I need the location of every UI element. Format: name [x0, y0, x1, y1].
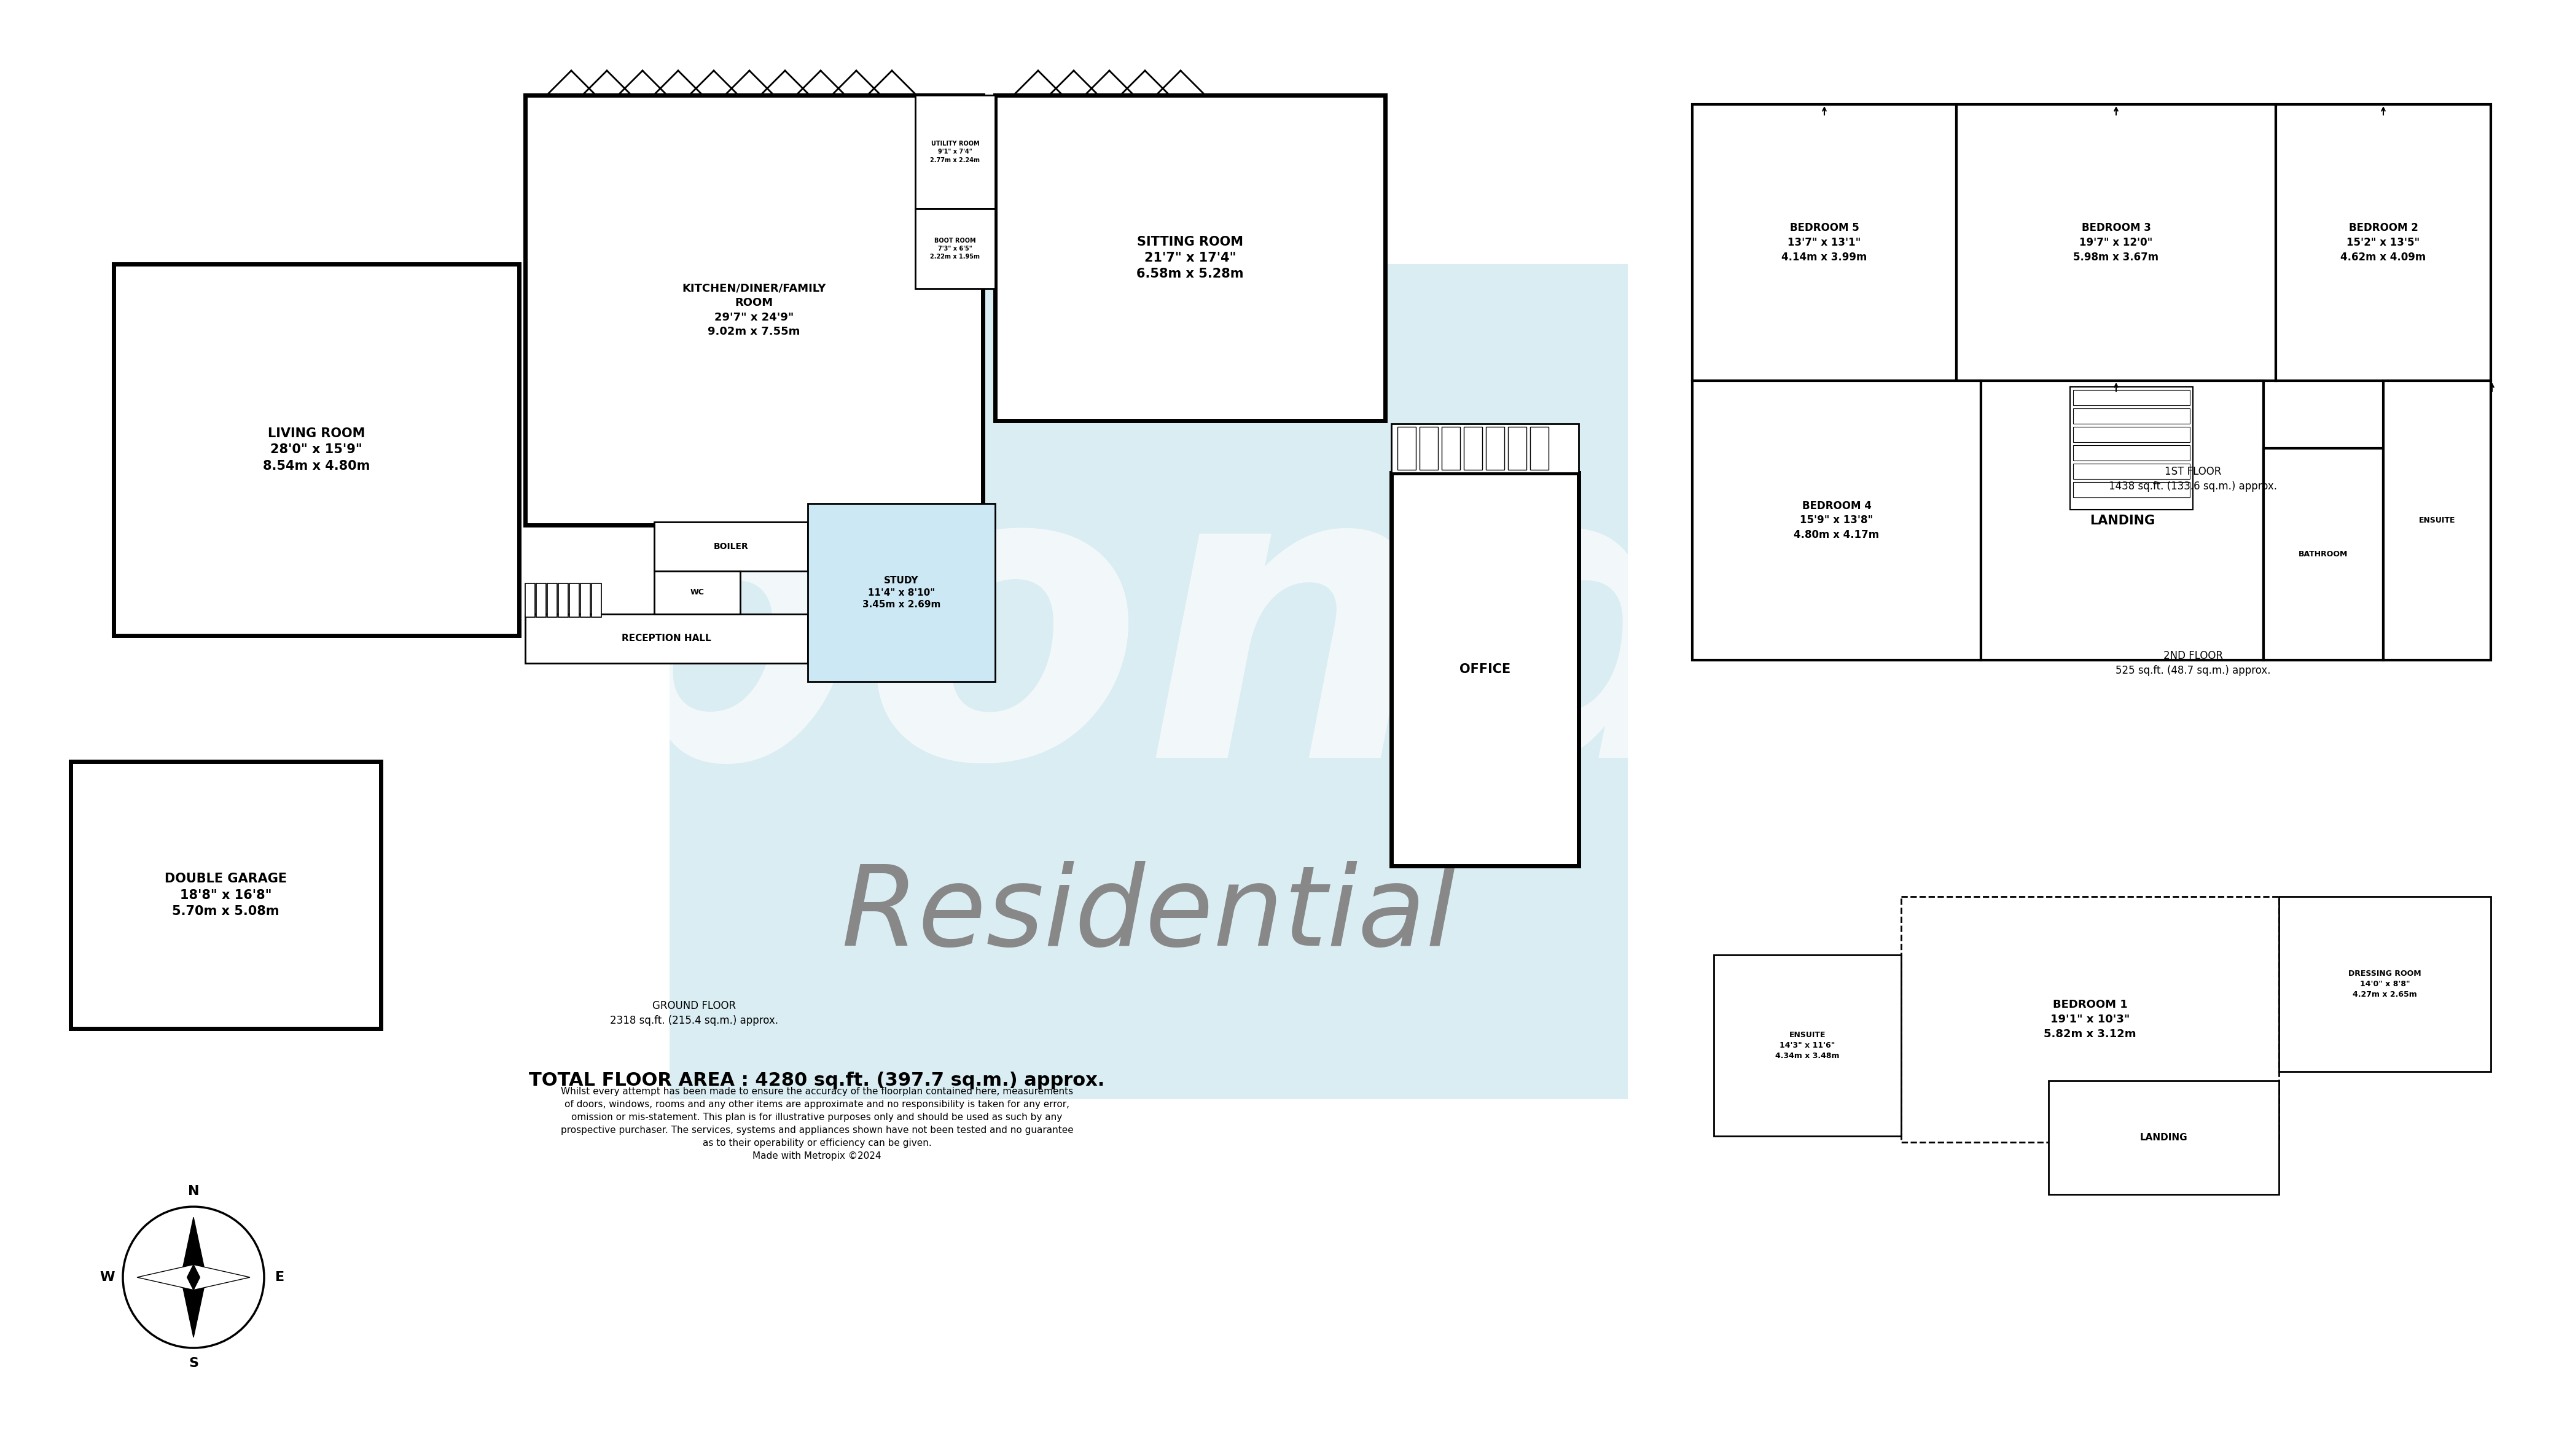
Text: BEDROOM 3
19'7" x 12'0"
5.98m x 3.67m: BEDROOM 3 19'7" x 12'0" 5.98m x 3.67m — [2073, 223, 2160, 262]
Text: BEDROOM 2
15'2" x 13'5"
4.62m x 4.09m: BEDROOM 2 15'2" x 13'5" 4.62m x 4.09m — [2341, 223, 2426, 262]
Text: ENSUITE: ENSUITE — [2418, 517, 2454, 524]
Polygon shape — [182, 1217, 207, 1284]
Text: DOUBLE GARAGE
18'8" x 16'8"
5.70m x 5.08m: DOUBLE GARAGE 18'8" x 16'8" 5.70m x 5.08… — [164, 872, 287, 917]
Bar — [591, 584, 601, 617]
Bar — [525, 614, 809, 664]
Bar — [1691, 105, 1958, 380]
Text: S: S — [189, 1357, 200, 1370]
Bar — [2073, 482, 2191, 498]
Polygon shape — [182, 1271, 207, 1337]
Bar — [571, 584, 578, 617]
Circle shape — [182, 1267, 205, 1289]
Polygon shape — [138, 1265, 194, 1290]
Text: OFFICE: OFFICE — [1459, 664, 1510, 676]
Bar — [1464, 427, 1482, 470]
Bar — [1441, 427, 1461, 470]
Bar — [2073, 427, 2191, 443]
Text: TOTAL FLOOR AREA : 4280 sq.ft. (397.7 sq.m.) approx.: TOTAL FLOOR AREA : 4280 sq.ft. (397.7 sq… — [530, 1072, 1105, 1089]
Text: BATHROOM: BATHROOM — [2298, 550, 2349, 558]
Bar — [1958, 105, 2275, 380]
Text: LIVING ROOM
28'0" x 15'9"
8.54m x 4.80m: LIVING ROOM 28'0" x 15'9" 8.54m x 4.80m — [264, 428, 371, 472]
Bar — [1392, 473, 1579, 866]
Text: BEDROOM 1
19'1" x 10'3"
5.82m x 3.12m: BEDROOM 1 19'1" x 10'3" 5.82m x 3.12m — [2045, 999, 2137, 1040]
Bar — [72, 761, 381, 1028]
Bar — [1420, 427, 1438, 470]
Bar — [113, 264, 519, 636]
Bar — [1507, 427, 1525, 470]
Bar — [1981, 380, 2265, 660]
Bar — [916, 95, 995, 208]
Text: bond: bond — [568, 447, 1727, 843]
Bar — [548, 584, 558, 617]
Bar — [2280, 897, 2490, 1072]
Text: E: E — [274, 1271, 284, 1283]
Text: ENSUITE
14'3" x 11'6"
4.34m x 3.48m: ENSUITE 14'3" x 11'6" 4.34m x 3.48m — [1776, 1031, 1840, 1060]
Text: STUDY
11'4" x 8'10"
3.45m x 2.69m: STUDY 11'4" x 8'10" 3.45m x 2.69m — [862, 575, 942, 610]
Text: BOOT ROOM
7'3" x 6'5"
2.22m x 1.95m: BOOT ROOM 7'3" x 6'5" 2.22m x 1.95m — [931, 237, 980, 259]
Text: W: W — [100, 1271, 115, 1283]
Text: LANDING: LANDING — [2139, 1133, 2188, 1142]
Bar — [1397, 427, 1415, 470]
Bar — [1530, 427, 1548, 470]
Text: GROUND FLOOR
2318 sq.ft. (215.4 sq.m.) approx.: GROUND FLOOR 2318 sq.ft. (215.4 sq.m.) a… — [609, 1000, 778, 1026]
Bar — [916, 208, 995, 288]
Bar — [525, 95, 983, 526]
Text: SITTING ROOM
21'7" x 17'4"
6.58m x 5.28m: SITTING ROOM 21'7" x 17'4" 6.58m x 5.28m — [1136, 236, 1244, 280]
Bar — [655, 521, 809, 571]
Bar — [2265, 448, 2382, 660]
Bar — [1715, 955, 1901, 1136]
Text: 2ND FLOOR
525 sq.ft. (48.7 sq.m.) approx.: 2ND FLOOR 525 sq.ft. (48.7 sq.m.) approx… — [2116, 651, 2270, 676]
Bar — [2070, 387, 2193, 510]
Bar — [2073, 408, 2191, 424]
Bar — [1691, 380, 1981, 660]
Text: LANDING: LANDING — [2091, 514, 2155, 527]
Bar — [2073, 446, 2191, 460]
Text: DRESSING ROOM
14'0" x 8'8"
4.27m x 2.65m: DRESSING ROOM 14'0" x 8'8" 4.27m x 2.65m — [2349, 970, 2421, 999]
Text: UTILITY ROOM
9'1" x 7'4"
2.77m x 2.24m: UTILITY ROOM 9'1" x 7'4" 2.77m x 2.24m — [931, 141, 980, 163]
Text: Whilst every attempt has been made to ensure the accuracy of the floorplan conta: Whilst every attempt has been made to en… — [560, 1088, 1072, 1160]
Bar — [2382, 380, 2490, 660]
Bar — [655, 571, 740, 614]
Text: 1ST FLOOR
1438 sq.ft. (133.6 sq.m.) approx.: 1ST FLOOR 1438 sq.ft. (133.6 sq.m.) appr… — [2109, 466, 2278, 492]
Bar — [558, 584, 568, 617]
Text: Residential: Residential — [842, 860, 1456, 970]
Bar — [581, 584, 591, 617]
Bar — [1487, 427, 1505, 470]
Text: KITCHEN/DINER/FAMILY
ROOM
29'7" x 24'9"
9.02m x 7.55m: KITCHEN/DINER/FAMILY ROOM 29'7" x 24'9" … — [683, 282, 827, 338]
Bar — [2073, 463, 2191, 479]
Text: RECEPTION HALL: RECEPTION HALL — [622, 633, 711, 644]
Bar — [537, 584, 545, 617]
Polygon shape — [194, 1265, 251, 1290]
Bar — [670, 264, 1628, 1099]
Text: BOILER: BOILER — [714, 542, 747, 550]
Bar — [995, 95, 1384, 421]
Text: BEDROOM 5
13'7" x 13'1"
4.14m x 3.99m: BEDROOM 5 13'7" x 13'1" 4.14m x 3.99m — [1781, 223, 1868, 262]
Bar — [525, 584, 535, 617]
Text: N: N — [187, 1185, 200, 1197]
Bar — [809, 504, 995, 681]
Bar — [2073, 390, 2191, 405]
Bar — [1901, 897, 2280, 1142]
Text: WC: WC — [691, 588, 704, 597]
Bar — [2275, 105, 2490, 380]
Text: BEDROOM 4
15'9" x 13'8"
4.80m x 4.17m: BEDROOM 4 15'9" x 13'8" 4.80m x 4.17m — [1794, 501, 1878, 540]
Bar — [1392, 424, 1579, 473]
Bar — [2050, 1080, 2280, 1194]
